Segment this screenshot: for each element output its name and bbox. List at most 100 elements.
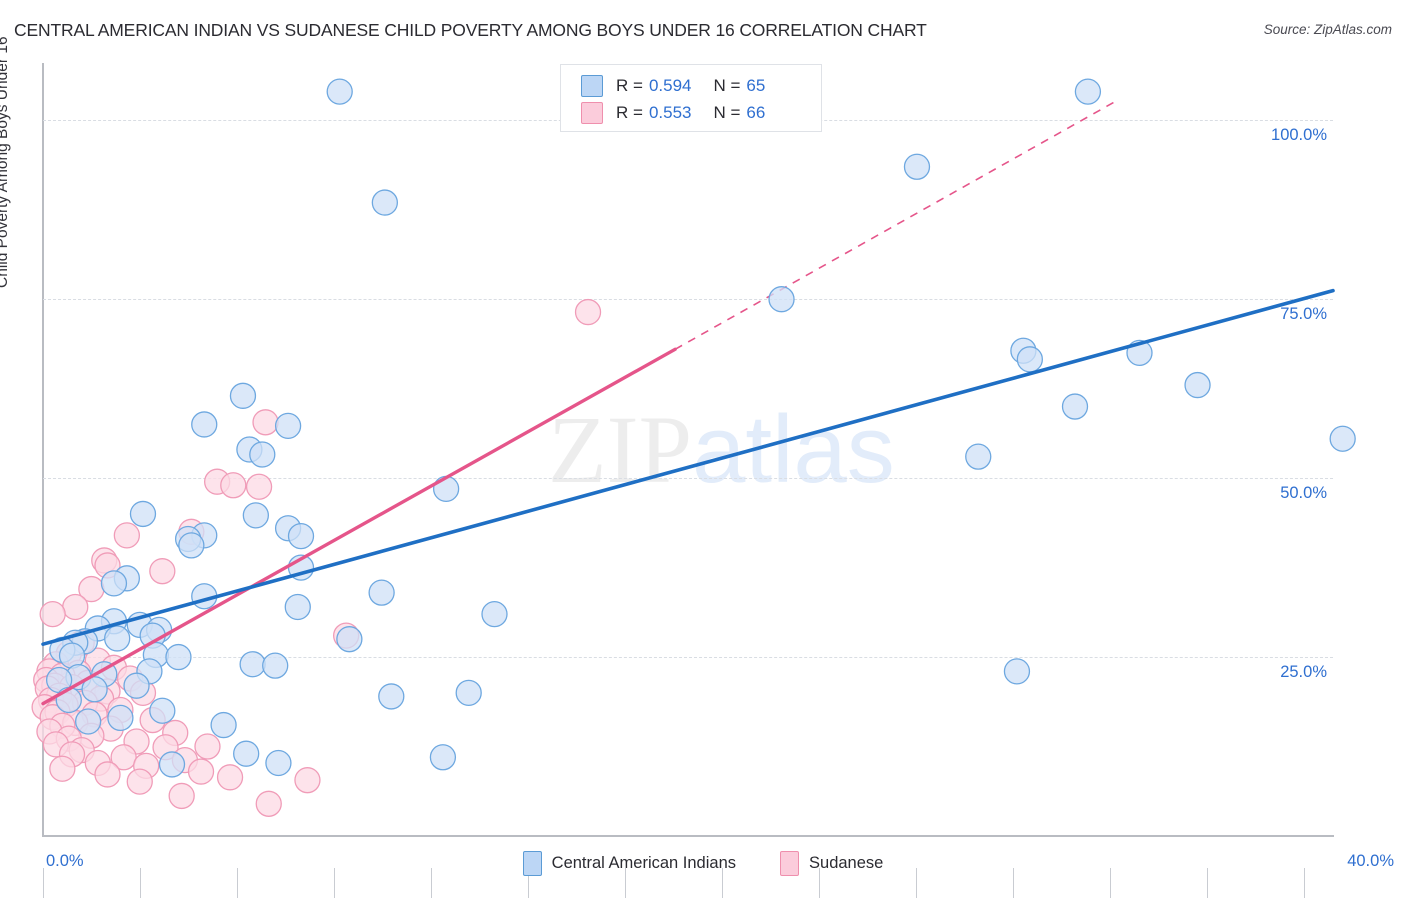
stats-legend: R = 0.594 N = 65 R = 0.553 N = 66: [560, 64, 822, 132]
data-point: [123, 672, 150, 699]
x-axis-tick: [818, 868, 820, 898]
data-point: [149, 558, 176, 585]
data-point: [378, 683, 405, 710]
data-point: [216, 764, 244, 791]
r-label-blue: R =: [616, 75, 643, 95]
data-point: [1184, 371, 1211, 399]
data-point: [245, 473, 273, 500]
data-point: [1003, 658, 1031, 685]
y-axis-tick-label: 25.0%: [1280, 663, 1327, 682]
gridline: [43, 657, 1333, 659]
series-swatch-blue: [522, 851, 542, 876]
n-value-pink: 66: [746, 102, 766, 122]
data-point: [62, 593, 89, 621]
series-legend-item-central-american-indians[interactable]: Central American Indians: [522, 851, 736, 876]
data-point: [255, 790, 282, 817]
x-axis-tick: [1206, 868, 1208, 898]
x-axis-tick: [527, 868, 529, 898]
data-point: [294, 767, 321, 794]
x-axis-tick: [43, 868, 44, 898]
data-point: [239, 651, 266, 678]
data-point: [168, 782, 195, 810]
x-axis-tick: [430, 868, 432, 898]
n-label-blue: N =: [713, 75, 741, 95]
r-value-pink: 0.553: [648, 102, 692, 122]
data-point: [432, 475, 460, 503]
data-point: [371, 189, 399, 216]
x-axis-tick: [915, 868, 917, 898]
data-point: [229, 382, 257, 409]
data-point: [100, 570, 128, 597]
data-point: [191, 411, 218, 438]
y-axis-tick-label: 100.0%: [1271, 126, 1327, 145]
data-point: [129, 500, 157, 528]
data-point: [126, 768, 153, 795]
trend-line-central-american-indians: [41, 288, 1335, 646]
x-axis-tick: [624, 868, 626, 898]
n-value-blue: 65: [746, 75, 766, 95]
data-point: [187, 758, 215, 785]
stats-legend-row: R = 0.594 N = 65: [561, 72, 821, 99]
page-title: CENTRAL AMERICAN INDIAN VS SUDANESE CHIL…: [14, 20, 927, 40]
data-point: [249, 441, 276, 468]
data-point: [287, 522, 315, 550]
data-point: [113, 522, 140, 549]
scatter-series-central-american-indians: [45, 78, 1356, 778]
plot-area: 25.0% 50.0% 75.0% 100.0%: [31, 63, 1356, 898]
data-point: [284, 593, 311, 621]
trend-line-sudanese: [41, 347, 677, 706]
data-point: [110, 744, 137, 771]
scatter-plot-canvas: [31, 78, 1356, 817]
data-point: [55, 686, 82, 714]
data-point: [455, 679, 482, 707]
x-axis-tick: [1303, 868, 1305, 898]
data-point: [368, 579, 395, 606]
n-label-pink: N =: [713, 102, 741, 122]
data-point: [265, 749, 292, 777]
source-label: Source: ZipAtlas.com: [1263, 22, 1392, 37]
data-point: [252, 409, 279, 436]
data-point: [39, 600, 66, 628]
data-point: [220, 472, 247, 499]
data-point: [768, 286, 795, 313]
data-point: [274, 412, 302, 440]
r-label-pink: R =: [616, 102, 643, 122]
series-label-sudanese: Sudanese: [809, 854, 884, 872]
data-point: [336, 626, 363, 653]
scatter-series-sudanese: [31, 298, 602, 817]
data-point: [233, 740, 260, 767]
trend-line-sudanese-extrapolated: [674, 101, 1115, 350]
data-point: [965, 443, 992, 470]
x-axis-tick: [721, 868, 723, 898]
data-point: [49, 755, 76, 782]
data-point: [242, 502, 270, 529]
data-point: [481, 600, 508, 628]
series-legend-item-sudanese[interactable]: Sudanese: [780, 851, 883, 876]
data-point: [75, 708, 102, 735]
data-point: [158, 751, 186, 778]
gridline: [43, 299, 1333, 301]
x-axis-tick: [333, 868, 335, 898]
x-axis-line: [42, 835, 1334, 837]
y-axis-title: Child Poverty Among Boys Under 16: [0, 36, 11, 288]
data-point: [165, 643, 192, 671]
data-point: [903, 153, 931, 180]
x-axis-max-label: 40.0%: [1347, 852, 1394, 870]
y-axis-tick-label: 75.0%: [1280, 305, 1327, 324]
x-axis-tick: [1109, 868, 1111, 898]
legend-swatch-central-american-indians: [581, 74, 603, 97]
gridline: [43, 478, 1333, 480]
data-point: [210, 711, 237, 739]
data-point: [104, 625, 131, 652]
series-legend: Central American Indians Sudanese: [0, 851, 1406, 876]
data-point: [1329, 425, 1356, 452]
series-swatch-pink: [780, 851, 800, 876]
data-point: [262, 652, 289, 679]
x-axis-tick: [1012, 868, 1014, 898]
x-axis-tick: [236, 868, 238, 898]
data-point: [326, 78, 353, 105]
data-point: [81, 676, 108, 703]
r-value-blue: 0.594: [648, 75, 692, 95]
x-axis-min-label: 0.0%: [46, 852, 84, 870]
